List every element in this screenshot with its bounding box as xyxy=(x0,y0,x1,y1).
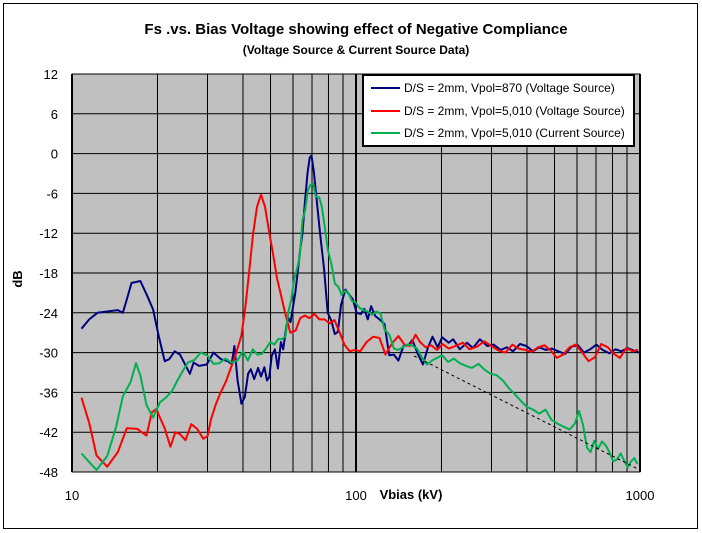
y-tick-label: -18 xyxy=(39,266,58,281)
y-tick-labels: 12 6 0 -6 -12 -18 -24 -30 -36 -42 -48 xyxy=(39,67,58,480)
legend-label-1: D/S = 2mm, Vpol=5,010 (Voltage Source) xyxy=(404,104,625,118)
y-tick-label: -24 xyxy=(39,306,58,321)
trend-line xyxy=(413,355,641,471)
legend-box xyxy=(362,74,635,147)
chart-subtitle: (Voltage Source & Current Source Data) xyxy=(243,43,470,57)
legend: D/S = 2mm, Vpol=870 (Voltage Source) D/S… xyxy=(362,74,635,147)
y-tick-label: -36 xyxy=(39,385,58,400)
legend-label-0: D/S = 2mm, Vpol=870 (Voltage Source) xyxy=(404,81,615,95)
x-tick-label: 100 xyxy=(345,488,367,503)
y-tick-label: 12 xyxy=(44,67,58,82)
legend-label-2: D/S = 2mm, Vpol=5,010 (Current Source) xyxy=(404,126,625,140)
chart-title: Fs .vs. Bias Voltage showing effect of N… xyxy=(144,21,567,38)
y-tick-label: 6 xyxy=(51,107,58,122)
y-tick-label: 0 xyxy=(51,147,58,162)
y-tick-label: -30 xyxy=(39,346,58,361)
y-axis-label: dB xyxy=(10,270,25,287)
x-tick-labels: 10 100 1000 xyxy=(65,488,655,503)
x-tick-label: 10 xyxy=(65,488,79,503)
series-line-1 xyxy=(80,193,639,468)
x-axis-label: Vbias (kV) xyxy=(380,487,443,502)
y-tick-label: -48 xyxy=(39,465,58,480)
x-tick-label: 1000 xyxy=(626,488,655,503)
y-tick-label: -42 xyxy=(39,425,58,440)
y-tick-label: -12 xyxy=(39,226,58,241)
series-line-0 xyxy=(80,154,640,405)
data-series xyxy=(80,154,641,471)
series-line-2 xyxy=(80,182,639,471)
y-tick-label: -6 xyxy=(46,186,58,201)
